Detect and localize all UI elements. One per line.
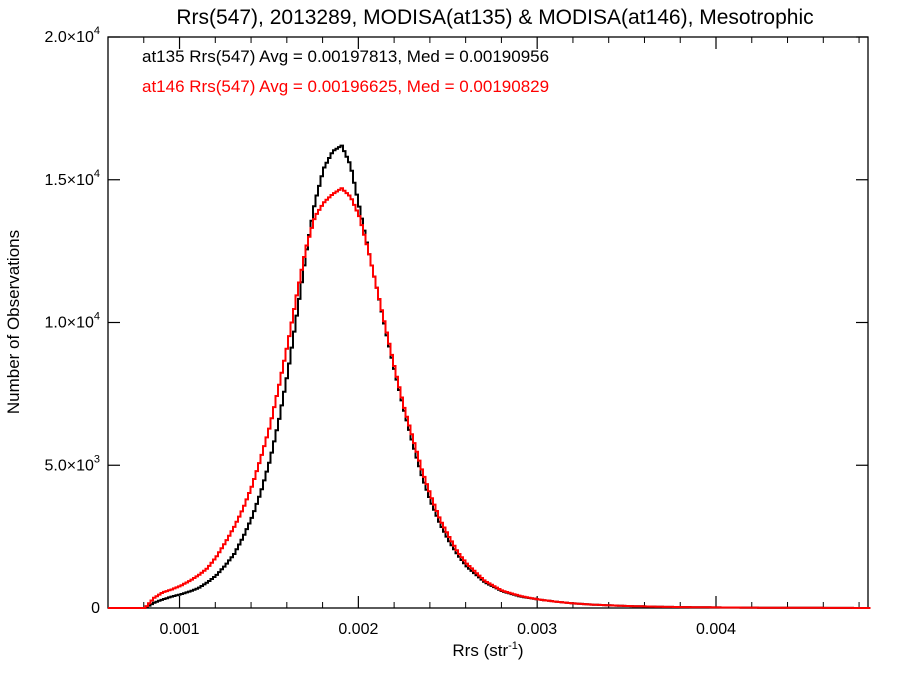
x-axis-label: Rrs (str-1) <box>452 640 523 660</box>
series-line-at135 <box>108 144 871 609</box>
plot-frame <box>107 36 869 609</box>
x-tick-label: 0.003 <box>517 621 557 638</box>
legend-annotation-at135: at135 Rrs(547) Avg = 0.00197813, Med = 0… <box>142 47 549 66</box>
x-tick-label: 0.001 <box>160 621 200 638</box>
x-tick-label: 0.002 <box>338 621 378 638</box>
y-tick-label: 2.0×104 <box>44 25 100 46</box>
y-axis-label: Number of Observations <box>4 230 23 414</box>
y-axis: 0 5.0×103 1.0×104 1.5×104 2.0×104 <box>44 25 868 617</box>
x-tick-label: 0.004 <box>696 621 736 638</box>
y-tick-label: 0 <box>91 600 100 617</box>
y-tick-label: 1.0×104 <box>44 311 100 332</box>
x-axis: 0.001 0.002 0.003 0.004 <box>107 37 860 638</box>
series-group <box>108 144 871 609</box>
x-axis-label-close: ) <box>518 641 524 660</box>
series-line-at146 <box>108 187 871 609</box>
x-axis-label-sup: -1 <box>508 640 518 652</box>
x-axis-label-main: Rrs (str <box>452 641 508 660</box>
chart-title: Rrs(547), 2013289, MODISA(at135) & MODIS… <box>176 6 813 29</box>
y-tick-label: 5.0×103 <box>44 453 100 474</box>
legend-annotation-at146: at146 Rrs(547) Avg = 0.00196625, Med = 0… <box>142 77 549 96</box>
y-tick-label: 1.5×104 <box>44 168 100 189</box>
